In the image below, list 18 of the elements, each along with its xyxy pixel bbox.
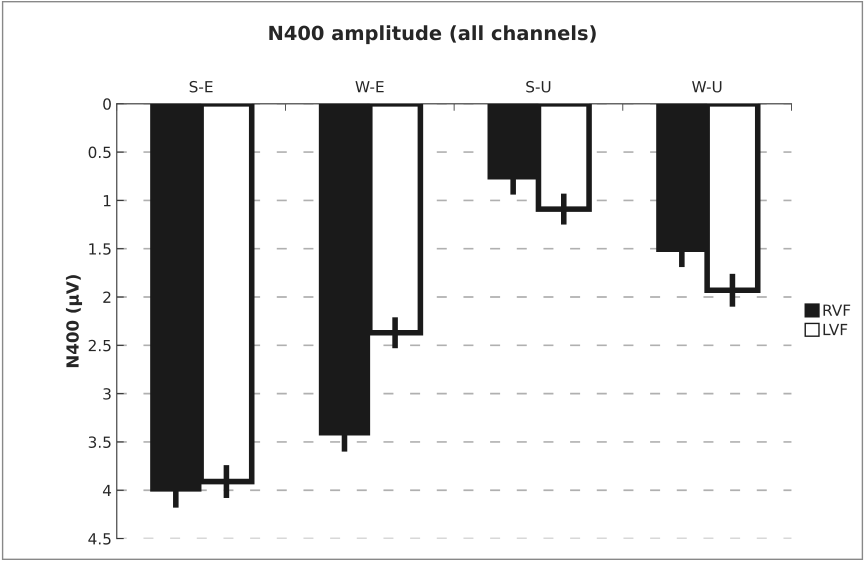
y-tick-label: 0 [103,98,111,110]
legend-label: RVF [824,304,850,316]
x-tick-label: W-E [355,81,384,92]
y-tick-label: 0.5 [88,146,111,158]
y-tick-label: 3.5 [88,436,111,448]
legend-label: LVF [824,324,848,336]
y-tick-label: 4.5 [88,533,111,545]
y-tick-label: 2 [103,291,110,303]
x-tick-label: W-U [692,81,722,92]
y-tick-label: 2.5 [88,340,111,352]
y-tick-label: 1.5 [89,243,111,255]
chart-title: N400 amplitude (all channels) [269,25,596,44]
x-tick-label: S-U [526,80,550,92]
y-tick-label: 3 [103,388,111,400]
x-tick-label: S-E [190,80,213,92]
y-axis-title: N400 (µV) [66,275,82,368]
y-tick-label: 1 [104,195,111,206]
y-tick-label: 4 [102,484,112,496]
